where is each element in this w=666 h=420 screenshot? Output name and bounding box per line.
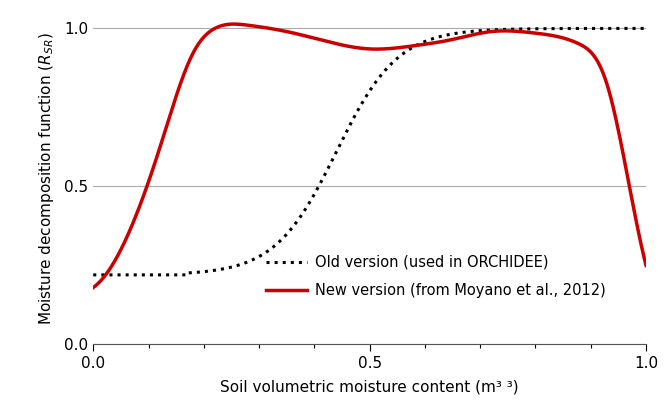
New version (from Moyano et al., 2012)	[358, 46, 366, 51]
Old version (used in ORCHIDEE)	[344, 127, 352, 132]
Old version (used in ORCHIDEE)	[117, 272, 125, 277]
Old version (used in ORCHIDEE)	[626, 26, 634, 31]
New version (from Moyano et al., 2012)	[344, 44, 352, 49]
New version (from Moyano et al., 2012)	[626, 188, 634, 193]
New version (from Moyano et al., 2012)	[230, 21, 238, 26]
New version (from Moyano et al., 2012)	[89, 285, 97, 290]
New version (from Moyano et al., 2012)	[626, 187, 634, 192]
X-axis label: Soil volumetric moisture content (m³ ³): Soil volumetric moisture content (m³ ³)	[220, 380, 519, 394]
Legend: Old version (used in ORCHIDEE), New version (from Moyano et al., 2012): Old version (used in ORCHIDEE), New vers…	[260, 249, 612, 304]
Old version (used in ORCHIDEE)	[642, 26, 650, 31]
Y-axis label: Moisture decomposition function ($R_{SR}$): Moisture decomposition function ($R_{SR}…	[37, 32, 56, 325]
Old version (used in ORCHIDEE)	[89, 272, 97, 277]
Old version (used in ORCHIDEE)	[525, 26, 533, 32]
Line: Old version (used in ORCHIDEE): Old version (used in ORCHIDEE)	[93, 29, 646, 275]
New version (from Moyano et al., 2012)	[117, 246, 125, 251]
New version (from Moyano et al., 2012)	[525, 30, 533, 35]
New version (from Moyano et al., 2012)	[642, 263, 650, 268]
Old version (used in ORCHIDEE)	[626, 26, 634, 31]
Old version (used in ORCHIDEE)	[358, 101, 366, 106]
Line: New version (from Moyano et al., 2012): New version (from Moyano et al., 2012)	[93, 24, 646, 288]
